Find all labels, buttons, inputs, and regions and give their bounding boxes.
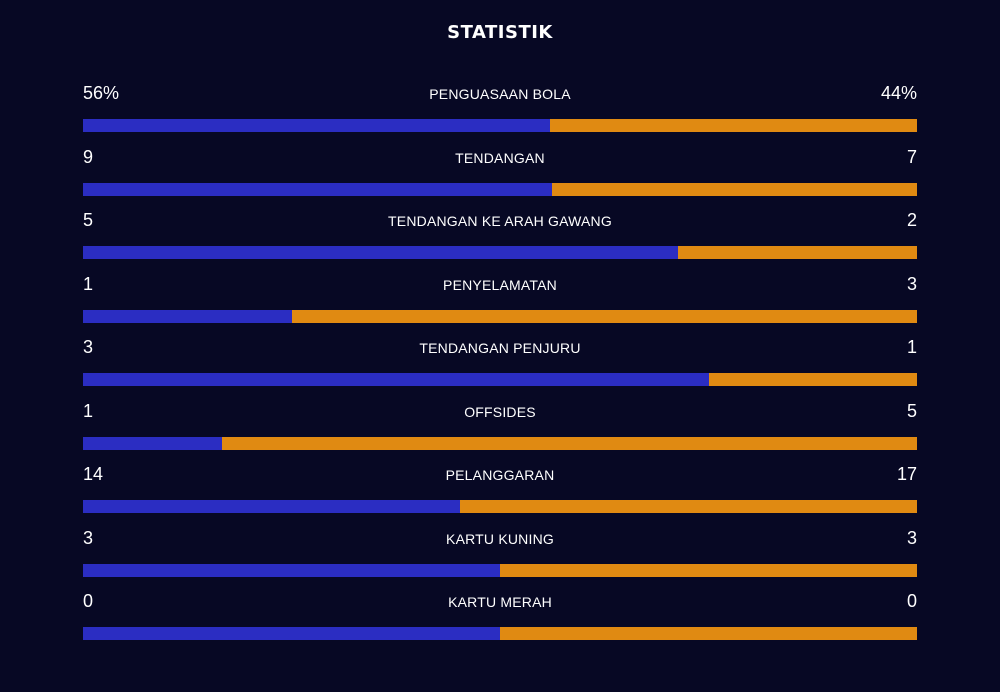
- home-value: 14: [83, 464, 104, 484]
- away-value: 44%: [880, 83, 917, 103]
- comparison-bar: [83, 436, 917, 450]
- comparison-bar: [83, 182, 917, 196]
- stat-row-yellow-cards: 3 KARTU KUNING 3: [83, 525, 917, 589]
- stat-label: PENGUASAAN BOLA: [429, 86, 571, 102]
- home-bar: [83, 246, 679, 259]
- home-value: 1: [83, 273, 94, 294]
- home-value: 3: [83, 337, 94, 357]
- home-value: 3: [83, 527, 94, 548]
- stat-label: KARTU KUNING: [446, 530, 554, 547]
- away-value: 2: [906, 210, 917, 230]
- away-value: 17: [896, 464, 917, 484]
- stat-row-red-cards: 0 KARTU MERAH 0: [83, 588, 917, 652]
- home-bar: [83, 627, 500, 640]
- home-value: 5: [83, 210, 94, 230]
- away-value: 5: [906, 400, 917, 421]
- stat-row-fouls: 14 PELANGGARAN 17: [83, 461, 917, 525]
- home-value: 1: [83, 400, 94, 421]
- comparison-bar: [83, 563, 917, 577]
- away-bar: [550, 119, 917, 132]
- home-bar: [83, 563, 500, 577]
- home-bar: [83, 373, 709, 386]
- comparison-bar: [83, 373, 917, 386]
- home-bar: [83, 436, 223, 450]
- comparison-bar: [83, 500, 917, 513]
- stat-row-shots: 9 TENDANGAN 7: [83, 144, 917, 208]
- stat-row-corners: 3 TENDANGAN PENJURU 1: [83, 334, 917, 398]
- stats-title: STATISTIK: [447, 22, 553, 43]
- home-value: 9: [83, 146, 94, 167]
- away-bar: [500, 563, 917, 577]
- home-bar: [83, 119, 551, 132]
- stat-row-saves: 1 PENYELAMATAN 3: [83, 271, 917, 335]
- away-bar: [459, 500, 917, 513]
- home-bar: [83, 182, 553, 196]
- stat-label: PELANGGARAN: [445, 467, 555, 483]
- away-value: 3: [906, 273, 917, 294]
- stat-label: TENDANGAN KE ARAH GAWANG: [388, 213, 612, 229]
- away-bar: [222, 436, 917, 450]
- away-bar: [500, 627, 917, 640]
- away-bar: [291, 309, 917, 323]
- comparison-bar: [83, 119, 917, 132]
- home-value: 0: [83, 591, 94, 611]
- away-value: 7: [906, 146, 917, 167]
- away-bar: [708, 373, 917, 386]
- stat-label: KARTU MERAH: [448, 594, 552, 610]
- stat-label: TENDANGAN PENJURU: [419, 340, 581, 356]
- home-bar: [83, 500, 460, 513]
- stat-label: TENDANGAN: [455, 149, 545, 166]
- home-value: 56%: [83, 83, 120, 103]
- stat-row-offsides: 1 OFFSIDES 5: [83, 398, 917, 462]
- stat-label: PENYELAMATAN: [443, 276, 557, 293]
- stat-row-shots-on-target: 5 TENDANGAN KE ARAH GAWANG 2: [83, 207, 917, 271]
- away-bar: [678, 246, 917, 259]
- away-bar: [552, 182, 917, 196]
- away-value: 0: [906, 591, 917, 611]
- away-value: 3: [906, 527, 917, 548]
- comparison-bar: [83, 246, 917, 259]
- stat-row-possession: 56% PENGUASAAN BOLA 44%: [83, 80, 917, 144]
- stat-label: OFFSIDES: [464, 403, 536, 420]
- comparison-bar: [83, 627, 917, 640]
- stats-list: 56% PENGUASAAN BOLA 44% 9 TENDANGAN 7 5 …: [83, 80, 917, 652]
- comparison-bar: [83, 309, 917, 323]
- home-bar: [83, 309, 292, 323]
- away-value: 1: [906, 337, 917, 357]
